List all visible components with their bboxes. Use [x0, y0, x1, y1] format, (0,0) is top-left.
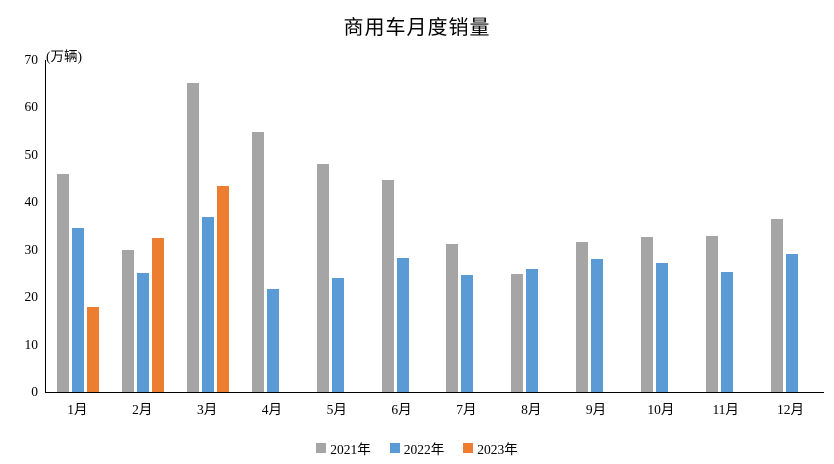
x-axis-label-2月: 2月 [132, 402, 153, 417]
legend-item-2022年: 2022年 [389, 438, 445, 458]
bar-group-10月 [629, 60, 694, 392]
x-axis-label-12月: 12月 [777, 402, 805, 417]
legend-label: 2022年 [403, 442, 445, 457]
bar-2022年-12月 [785, 253, 798, 392]
bar-group-6月 [370, 60, 435, 392]
legend-label: 2023年 [477, 442, 518, 457]
legend: 2021年 2022年 2023年 [0, 438, 834, 458]
bar-2022年-11月 [720, 271, 733, 392]
bar-2023年-1月 [87, 306, 100, 392]
legend-item-2023年: 2023年 [463, 438, 518, 458]
bar-2021年-1月 [57, 174, 70, 392]
bar-2021年-11月 [705, 235, 718, 392]
bar-2021年-12月 [770, 219, 783, 392]
bar-2021年-5月 [316, 163, 329, 392]
y-tick-label: 20 [24, 289, 39, 305]
y-tick-label: 50 [24, 146, 39, 162]
x-axis-label-7月: 7月 [456, 402, 477, 417]
bar-2021年-6月 [381, 180, 394, 392]
bar-2021年-2月 [122, 250, 135, 392]
bar-2022年-8月 [526, 269, 539, 392]
bar-2022年-2月 [137, 273, 150, 392]
x-axis-label-9月: 9月 [585, 402, 607, 417]
x-axis-label-1月: 1月 [67, 402, 88, 417]
bar-2023年-2月 [152, 238, 165, 392]
bar-groups [46, 60, 824, 392]
bar-2021年-7月 [446, 244, 459, 392]
x-axis-label-6月: 6月 [391, 402, 412, 417]
legend-marker-icon [316, 443, 327, 453]
bar-group-7月 [435, 60, 500, 392]
plot-area [45, 60, 824, 393]
y-axis-unit-label: (万辆) [46, 49, 82, 64]
bar-group-9月 [565, 60, 630, 392]
x-axis-label-10月: 10月 [647, 402, 675, 417]
bar-group-1月 [46, 60, 111, 392]
legend-marker-icon [463, 443, 474, 453]
y-tick-label: 0 [31, 384, 38, 399]
bar-group-5月 [305, 60, 370, 392]
legend-item-2021年: 2021年 [316, 438, 371, 458]
chart-title: 商用车月度销量 [343, 17, 491, 39]
y-tick-label: 30 [24, 241, 39, 257]
y-tick-label: 40 [24, 194, 39, 210]
bar-2022年-3月 [202, 216, 215, 392]
bar-2022年-10月 [655, 262, 668, 392]
bar-2021年-3月 [187, 82, 200, 392]
x-axis-labels: 1月 2月 3月 4月 5月 6月 7月 8月 9月 10月 11月 12月 [45, 398, 823, 418]
bar-2022年-4月 [266, 289, 279, 392]
bar-2021年-9月 [576, 241, 589, 392]
bar-2022年-1月 [72, 228, 85, 392]
x-axis-label-5月: 5月 [326, 402, 347, 417]
bar-2022年-9月 [591, 259, 604, 392]
y-tick-label: 70 [24, 52, 39, 67]
legend-label: 2021年 [330, 442, 371, 457]
bar-2021年-8月 [511, 273, 524, 392]
bar-2021年-10月 [640, 237, 653, 392]
bar-2023年-3月 [217, 185, 230, 392]
bar-group-4月 [240, 60, 305, 392]
bar-group-2月 [111, 60, 176, 392]
bar-2022年-5月 [331, 278, 344, 392]
bar-group-11月 [694, 60, 759, 392]
bar-2022年-7月 [461, 275, 474, 392]
bar-2021年-4月 [251, 132, 264, 392]
bar-2022年-6月 [396, 258, 409, 392]
x-axis-label-8月: 8月 [521, 402, 542, 417]
y-tick-label: 10 [24, 336, 39, 352]
x-axis-label-3月: 3月 [196, 402, 218, 417]
legend-marker-icon [389, 443, 400, 453]
bar-group-8月 [500, 60, 565, 392]
y-tick-label: 60 [24, 99, 39, 115]
x-axis-label-4月: 4月 [261, 402, 283, 417]
bar-group-12月 [759, 60, 824, 392]
x-axis-label-11月: 11月 [712, 402, 739, 417]
bar-group-3月 [176, 60, 241, 392]
